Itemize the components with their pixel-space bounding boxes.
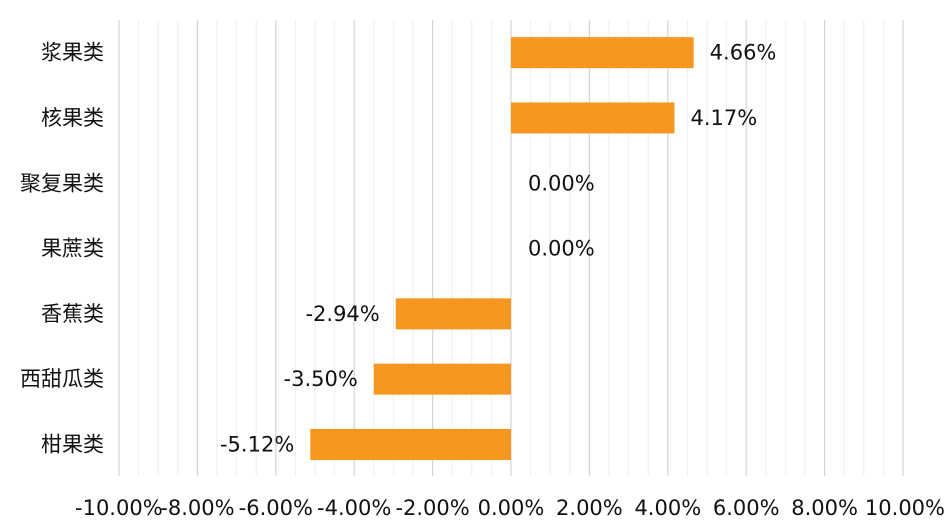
data-labels: 4.66% 4.17% 0.00% 0.00% -2.94% -3.50% -5.12% bbox=[220, 41, 776, 457]
x-tick-label: -8.00% bbox=[160, 496, 234, 520]
category-label: 核果类 bbox=[41, 106, 104, 130]
category-label: 果蔗类 bbox=[41, 237, 104, 261]
category-label: 香蕉类 bbox=[41, 302, 104, 326]
grid-lines bbox=[118, 20, 904, 476]
bars bbox=[310, 37, 694, 460]
data-label: -2.94% bbox=[305, 302, 379, 326]
category-label: 柑果类 bbox=[41, 432, 104, 456]
bar bbox=[373, 363, 511, 395]
data-label: -5.12% bbox=[220, 432, 294, 456]
data-label: 0.00% bbox=[528, 237, 595, 261]
x-tick-label: -2.00% bbox=[395, 496, 469, 520]
bar bbox=[395, 298, 511, 330]
x-tick-label: 4.00% bbox=[634, 496, 701, 520]
x-tick-label: -4.00% bbox=[317, 496, 391, 520]
category-label: 聚复果类 bbox=[20, 171, 104, 195]
x-tick-label: -6.00% bbox=[239, 496, 313, 520]
bar bbox=[511, 102, 675, 134]
x-axis-tick-labels: -10.00%-8.00% -6.00% -4.00% -2.00% 0.00% 2.00… bbox=[75, 496, 945, 520]
category-label: 浆果类 bbox=[41, 41, 104, 65]
x-tick-label: 6.00% bbox=[713, 496, 780, 520]
data-label: 4.17% bbox=[690, 106, 757, 130]
category-label: 西甜瓜类 bbox=[20, 367, 104, 391]
data-label: 0.00% bbox=[528, 171, 595, 195]
data-label: -3.50% bbox=[284, 367, 358, 391]
data-label: 4.66% bbox=[710, 41, 777, 65]
bar bbox=[511, 37, 694, 69]
x-tick-label: 0.00% bbox=[478, 496, 545, 520]
x-tick-label: 10.00% bbox=[865, 496, 945, 520]
bar bbox=[310, 428, 511, 460]
x-tick-label: 8.00% bbox=[791, 496, 858, 520]
x-tick-label: 2.00% bbox=[556, 496, 623, 520]
x-tick-label: -10.00% bbox=[75, 496, 163, 520]
